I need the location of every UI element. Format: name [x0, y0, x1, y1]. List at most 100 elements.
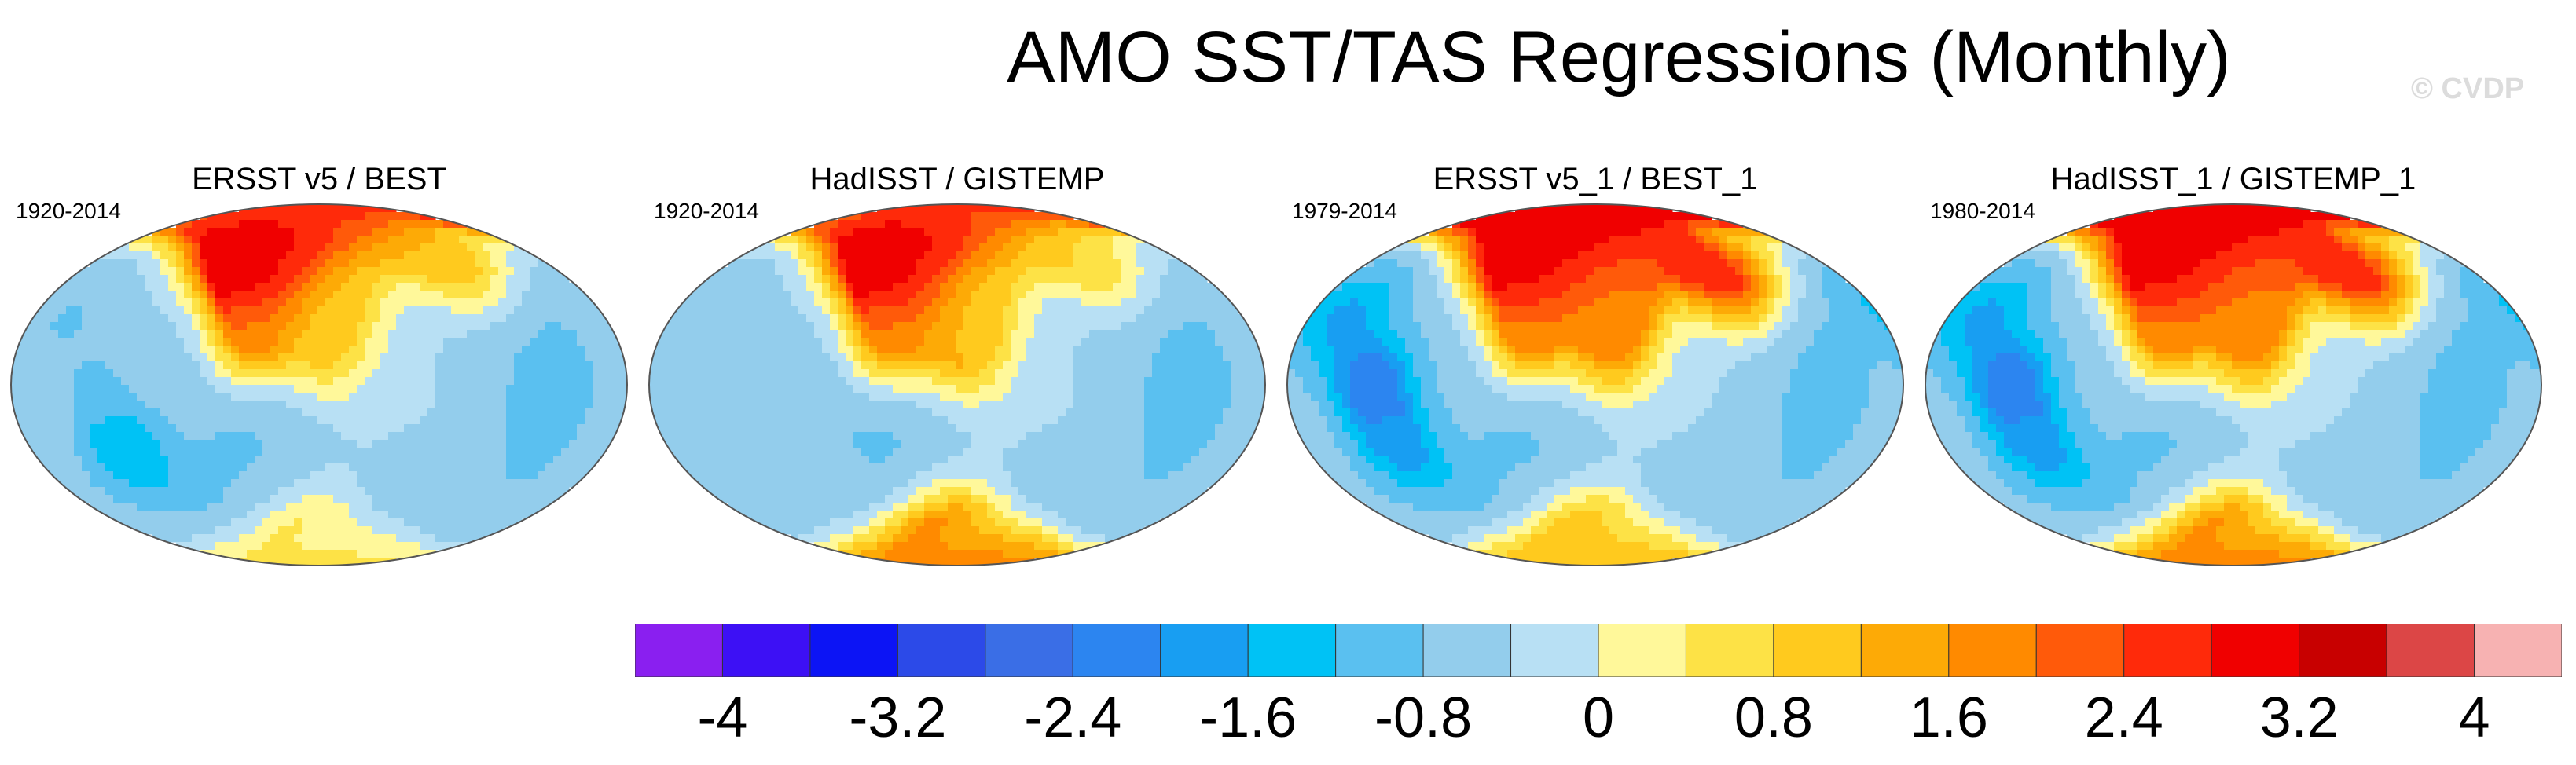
map-cell	[317, 314, 326, 323]
map-cell	[1073, 416, 1082, 425]
map-cell	[325, 456, 334, 464]
map-cell	[1042, 432, 1051, 441]
map-cell	[90, 503, 98, 511]
map-cell	[435, 275, 444, 284]
map-cell	[200, 526, 208, 535]
map-cell	[192, 298, 200, 307]
map-cell	[82, 401, 90, 409]
map-cell	[1168, 424, 1176, 433]
map-cell	[388, 291, 397, 299]
map-cell	[1128, 369, 1137, 378]
map-cell	[239, 251, 248, 260]
map-cell	[869, 369, 878, 378]
map-cell	[506, 314, 515, 323]
map-cell	[530, 448, 538, 456]
map-cell	[987, 314, 996, 323]
map-cell	[1128, 424, 1137, 433]
map-cell	[806, 306, 815, 315]
map-cell	[775, 243, 783, 252]
map-cell	[176, 259, 185, 268]
map-cell	[160, 456, 169, 464]
map-cell	[365, 495, 373, 503]
map-cell	[310, 377, 318, 386]
map-cell	[105, 361, 114, 370]
map-cell	[388, 259, 397, 268]
map-cell	[317, 330, 326, 339]
map-cell	[278, 416, 287, 425]
map-cell	[877, 408, 886, 417]
map-cell	[286, 298, 295, 307]
map-cell	[853, 236, 862, 244]
map-cell	[783, 416, 791, 425]
map-cell	[105, 298, 114, 307]
map-cell	[168, 463, 177, 472]
map-cell	[932, 212, 941, 221]
map-cell	[948, 220, 956, 229]
map-cell	[530, 291, 538, 299]
map-cell	[728, 377, 736, 386]
map-cell	[349, 385, 358, 393]
map-cell	[380, 503, 389, 511]
map-cell	[294, 377, 303, 386]
map-cell	[830, 322, 838, 331]
map-cell	[940, 369, 949, 378]
map-cell	[443, 393, 452, 401]
map-cell	[838, 306, 846, 315]
map-cell	[545, 487, 554, 496]
map-cell	[940, 314, 949, 323]
map-cell	[1152, 298, 1161, 307]
map-cell	[467, 322, 475, 331]
map-cell	[956, 385, 964, 393]
map-cell	[467, 361, 475, 370]
map-cell	[1136, 338, 1145, 346]
map-cell	[751, 251, 760, 260]
map-cell	[231, 503, 240, 511]
map-cell	[176, 330, 185, 339]
map-cell	[814, 440, 823, 448]
map-cell	[294, 479, 303, 488]
map-cell	[192, 346, 200, 354]
map-cell	[435, 495, 444, 503]
map-cell	[987, 440, 996, 448]
map-cell	[971, 314, 980, 323]
map-cell	[530, 346, 538, 354]
map-cell	[688, 361, 697, 370]
map-cell	[129, 479, 138, 488]
map-cell	[861, 314, 870, 323]
map-cell	[830, 416, 838, 425]
map-cell	[1238, 440, 1247, 448]
map-cell	[247, 291, 255, 299]
map-cell	[869, 314, 878, 323]
map-cell	[948, 408, 956, 417]
map-cell	[720, 291, 728, 299]
map-cell	[420, 338, 428, 346]
map-cell	[168, 369, 177, 378]
map-cell	[97, 353, 106, 362]
map-cell	[1026, 291, 1035, 299]
map-cell	[1207, 424, 1216, 433]
map-cell	[152, 479, 161, 488]
map-cell	[979, 393, 988, 401]
map-cell	[924, 314, 933, 323]
map-cell	[420, 511, 428, 519]
map-cell	[506, 503, 515, 511]
map-cell	[42, 440, 51, 448]
map-cell	[1199, 401, 1208, 409]
map-cell	[1160, 424, 1169, 433]
map-cell	[1058, 377, 1066, 386]
map-cell	[861, 385, 870, 393]
map-cell	[50, 322, 59, 331]
map-cell	[1026, 440, 1035, 448]
map-cell	[1042, 236, 1051, 244]
map-cell	[262, 298, 271, 307]
map-cell	[1042, 251, 1051, 260]
map-cell	[207, 542, 216, 551]
map-cell	[885, 416, 894, 425]
map-cell	[176, 251, 185, 260]
map-cell	[192, 463, 200, 472]
map-cell	[435, 251, 444, 260]
map-cell	[1128, 377, 1137, 386]
map-cell	[137, 267, 145, 276]
map-cell	[1136, 314, 1145, 323]
map-cell	[767, 393, 776, 401]
